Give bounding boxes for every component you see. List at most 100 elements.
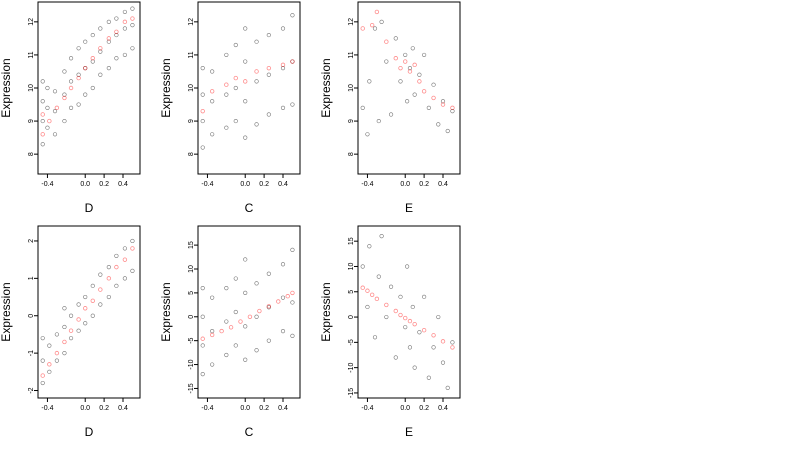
observed-point bbox=[417, 72, 422, 77]
observed-point bbox=[436, 122, 441, 127]
fitted-point bbox=[412, 62, 417, 68]
observed-point bbox=[122, 246, 127, 251]
fitted-point bbox=[243, 79, 248, 84]
fitted-point bbox=[238, 319, 243, 324]
x-axis-title: E bbox=[405, 425, 413, 439]
observed-point bbox=[54, 332, 59, 337]
observed-point bbox=[210, 295, 215, 300]
observed-point bbox=[450, 109, 455, 114]
observed-point bbox=[290, 102, 295, 107]
observed-point bbox=[200, 92, 205, 97]
observed-point bbox=[98, 272, 103, 277]
observed-point bbox=[122, 52, 127, 58]
y-axis-title: Expression bbox=[0, 58, 13, 117]
observed-point bbox=[76, 46, 81, 51]
fitted-point bbox=[440, 102, 446, 107]
observed-point bbox=[114, 56, 119, 61]
y-tick-label: 0 bbox=[28, 314, 35, 318]
fitted-point bbox=[374, 9, 380, 15]
fitted-point bbox=[421, 328, 427, 333]
x-axis-title: C bbox=[245, 201, 254, 215]
x-tick-label: 0.0 bbox=[80, 405, 90, 412]
fitted-point bbox=[54, 350, 60, 356]
y-tick-label: 15 bbox=[348, 237, 355, 245]
observed-point bbox=[254, 281, 259, 286]
observed-point bbox=[76, 72, 81, 77]
y-tick-label: 8 bbox=[348, 152, 355, 156]
observed-point bbox=[379, 19, 384, 24]
observed-point bbox=[266, 112, 271, 117]
observed-point bbox=[379, 234, 384, 239]
fitted-point bbox=[76, 317, 81, 322]
observed-point bbox=[130, 46, 135, 51]
observed-point bbox=[412, 92, 417, 97]
observed-point bbox=[200, 66, 205, 71]
observed-point bbox=[243, 99, 248, 104]
observed-point bbox=[62, 351, 67, 356]
observed-point bbox=[243, 26, 248, 31]
x-tick-label: 0.2 bbox=[99, 181, 109, 188]
x-tick-label: 0.0 bbox=[240, 405, 250, 412]
x-tick-label: 0.4 bbox=[438, 181, 448, 188]
observed-point bbox=[200, 286, 205, 291]
observed-point bbox=[384, 314, 389, 320]
observed-point bbox=[224, 319, 229, 324]
observed-point bbox=[224, 125, 229, 130]
observed-point bbox=[122, 276, 127, 281]
observed-point bbox=[98, 72, 103, 77]
y-axis-title: Expression bbox=[319, 282, 333, 341]
fitted-point bbox=[98, 46, 103, 51]
observed-point bbox=[376, 118, 381, 124]
observed-point bbox=[90, 85, 95, 91]
panel-1: -0.4 0.0 0.2 0.4 8 9 10 11 12 D Expression bbox=[0, 1, 141, 215]
y-tick-label: 9 bbox=[188, 119, 195, 123]
y-tick-label: 8 bbox=[28, 152, 35, 156]
observed-point bbox=[365, 132, 370, 137]
fitted-point bbox=[369, 292, 375, 297]
observed-point bbox=[376, 274, 381, 279]
observed-point bbox=[280, 26, 286, 31]
observed-point bbox=[367, 244, 372, 249]
observed-point bbox=[62, 92, 67, 97]
observed-point bbox=[62, 69, 67, 74]
observed-point bbox=[40, 79, 45, 84]
observed-point bbox=[106, 294, 111, 300]
fitted-point bbox=[365, 288, 370, 293]
fitted-point bbox=[412, 321, 417, 327]
x-axis-title: D bbox=[85, 201, 94, 215]
x-tick-label: 0.4 bbox=[118, 405, 128, 412]
x-axis-title: E bbox=[405, 201, 413, 215]
fitted-point bbox=[40, 132, 45, 137]
observed-point bbox=[98, 49, 103, 54]
y-tick-label: -10 bbox=[188, 359, 195, 369]
x-tick-label: -0.4 bbox=[201, 405, 213, 412]
observed-point bbox=[398, 79, 403, 84]
observed-point bbox=[40, 336, 45, 341]
observed-point bbox=[440, 99, 446, 104]
observed-point bbox=[210, 362, 215, 367]
panel-2: -0.4 0.0 0.2 0.4 8 9 10 11 12 C Expression bbox=[159, 1, 301, 215]
observed-point bbox=[45, 125, 50, 130]
y-tick-label: 5 bbox=[188, 291, 195, 295]
fitted-point bbox=[360, 285, 365, 290]
fitted-point bbox=[209, 89, 215, 94]
observed-point bbox=[436, 314, 441, 320]
y-tick-label: 10 bbox=[188, 265, 195, 273]
fitted-point bbox=[209, 332, 215, 338]
fitted-point bbox=[431, 333, 436, 338]
observed-point bbox=[445, 128, 450, 134]
x-tick-label: -0.4 bbox=[361, 181, 373, 188]
fitted-point bbox=[450, 345, 455, 350]
observed-point bbox=[426, 105, 431, 110]
fitted-point bbox=[398, 65, 403, 71]
observed-point bbox=[224, 352, 229, 358]
fitted-point bbox=[450, 105, 455, 111]
observed-point bbox=[243, 257, 248, 262]
observed-point bbox=[360, 264, 365, 269]
observed-point bbox=[254, 348, 259, 353]
observed-point bbox=[40, 380, 45, 386]
y-tick-label: -10 bbox=[348, 362, 355, 372]
x-axis-title: C bbox=[245, 425, 254, 439]
observed-point bbox=[431, 345, 436, 350]
x-tick-label: -0.4 bbox=[361, 405, 373, 412]
